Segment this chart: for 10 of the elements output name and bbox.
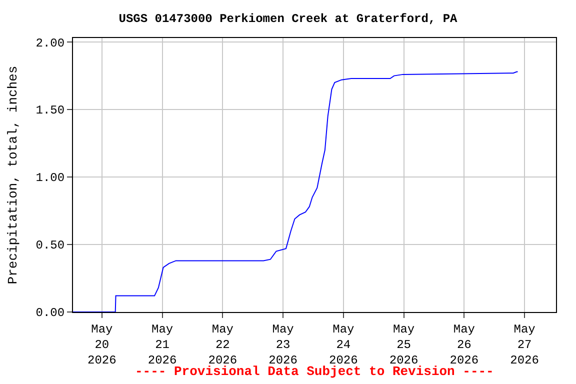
y-tick-label: 0.50 xyxy=(36,238,65,253)
y-tick-label: 1.00 xyxy=(36,171,65,186)
x-tick-label: May 20 2026 xyxy=(88,322,116,368)
y-tick-label: 0.00 xyxy=(36,306,65,320)
y-tick-label: 1.50 xyxy=(36,104,65,118)
x-tick-label: May 27 2026 xyxy=(510,322,539,368)
y-axis-title: Precipitation, total, inches xyxy=(6,66,21,284)
chart-title: USGS 01473000 Perkiomen Creek at Graterford, PA xyxy=(118,12,458,26)
line-series xyxy=(73,71,518,312)
y-tick-label: 2.00 xyxy=(36,36,65,50)
